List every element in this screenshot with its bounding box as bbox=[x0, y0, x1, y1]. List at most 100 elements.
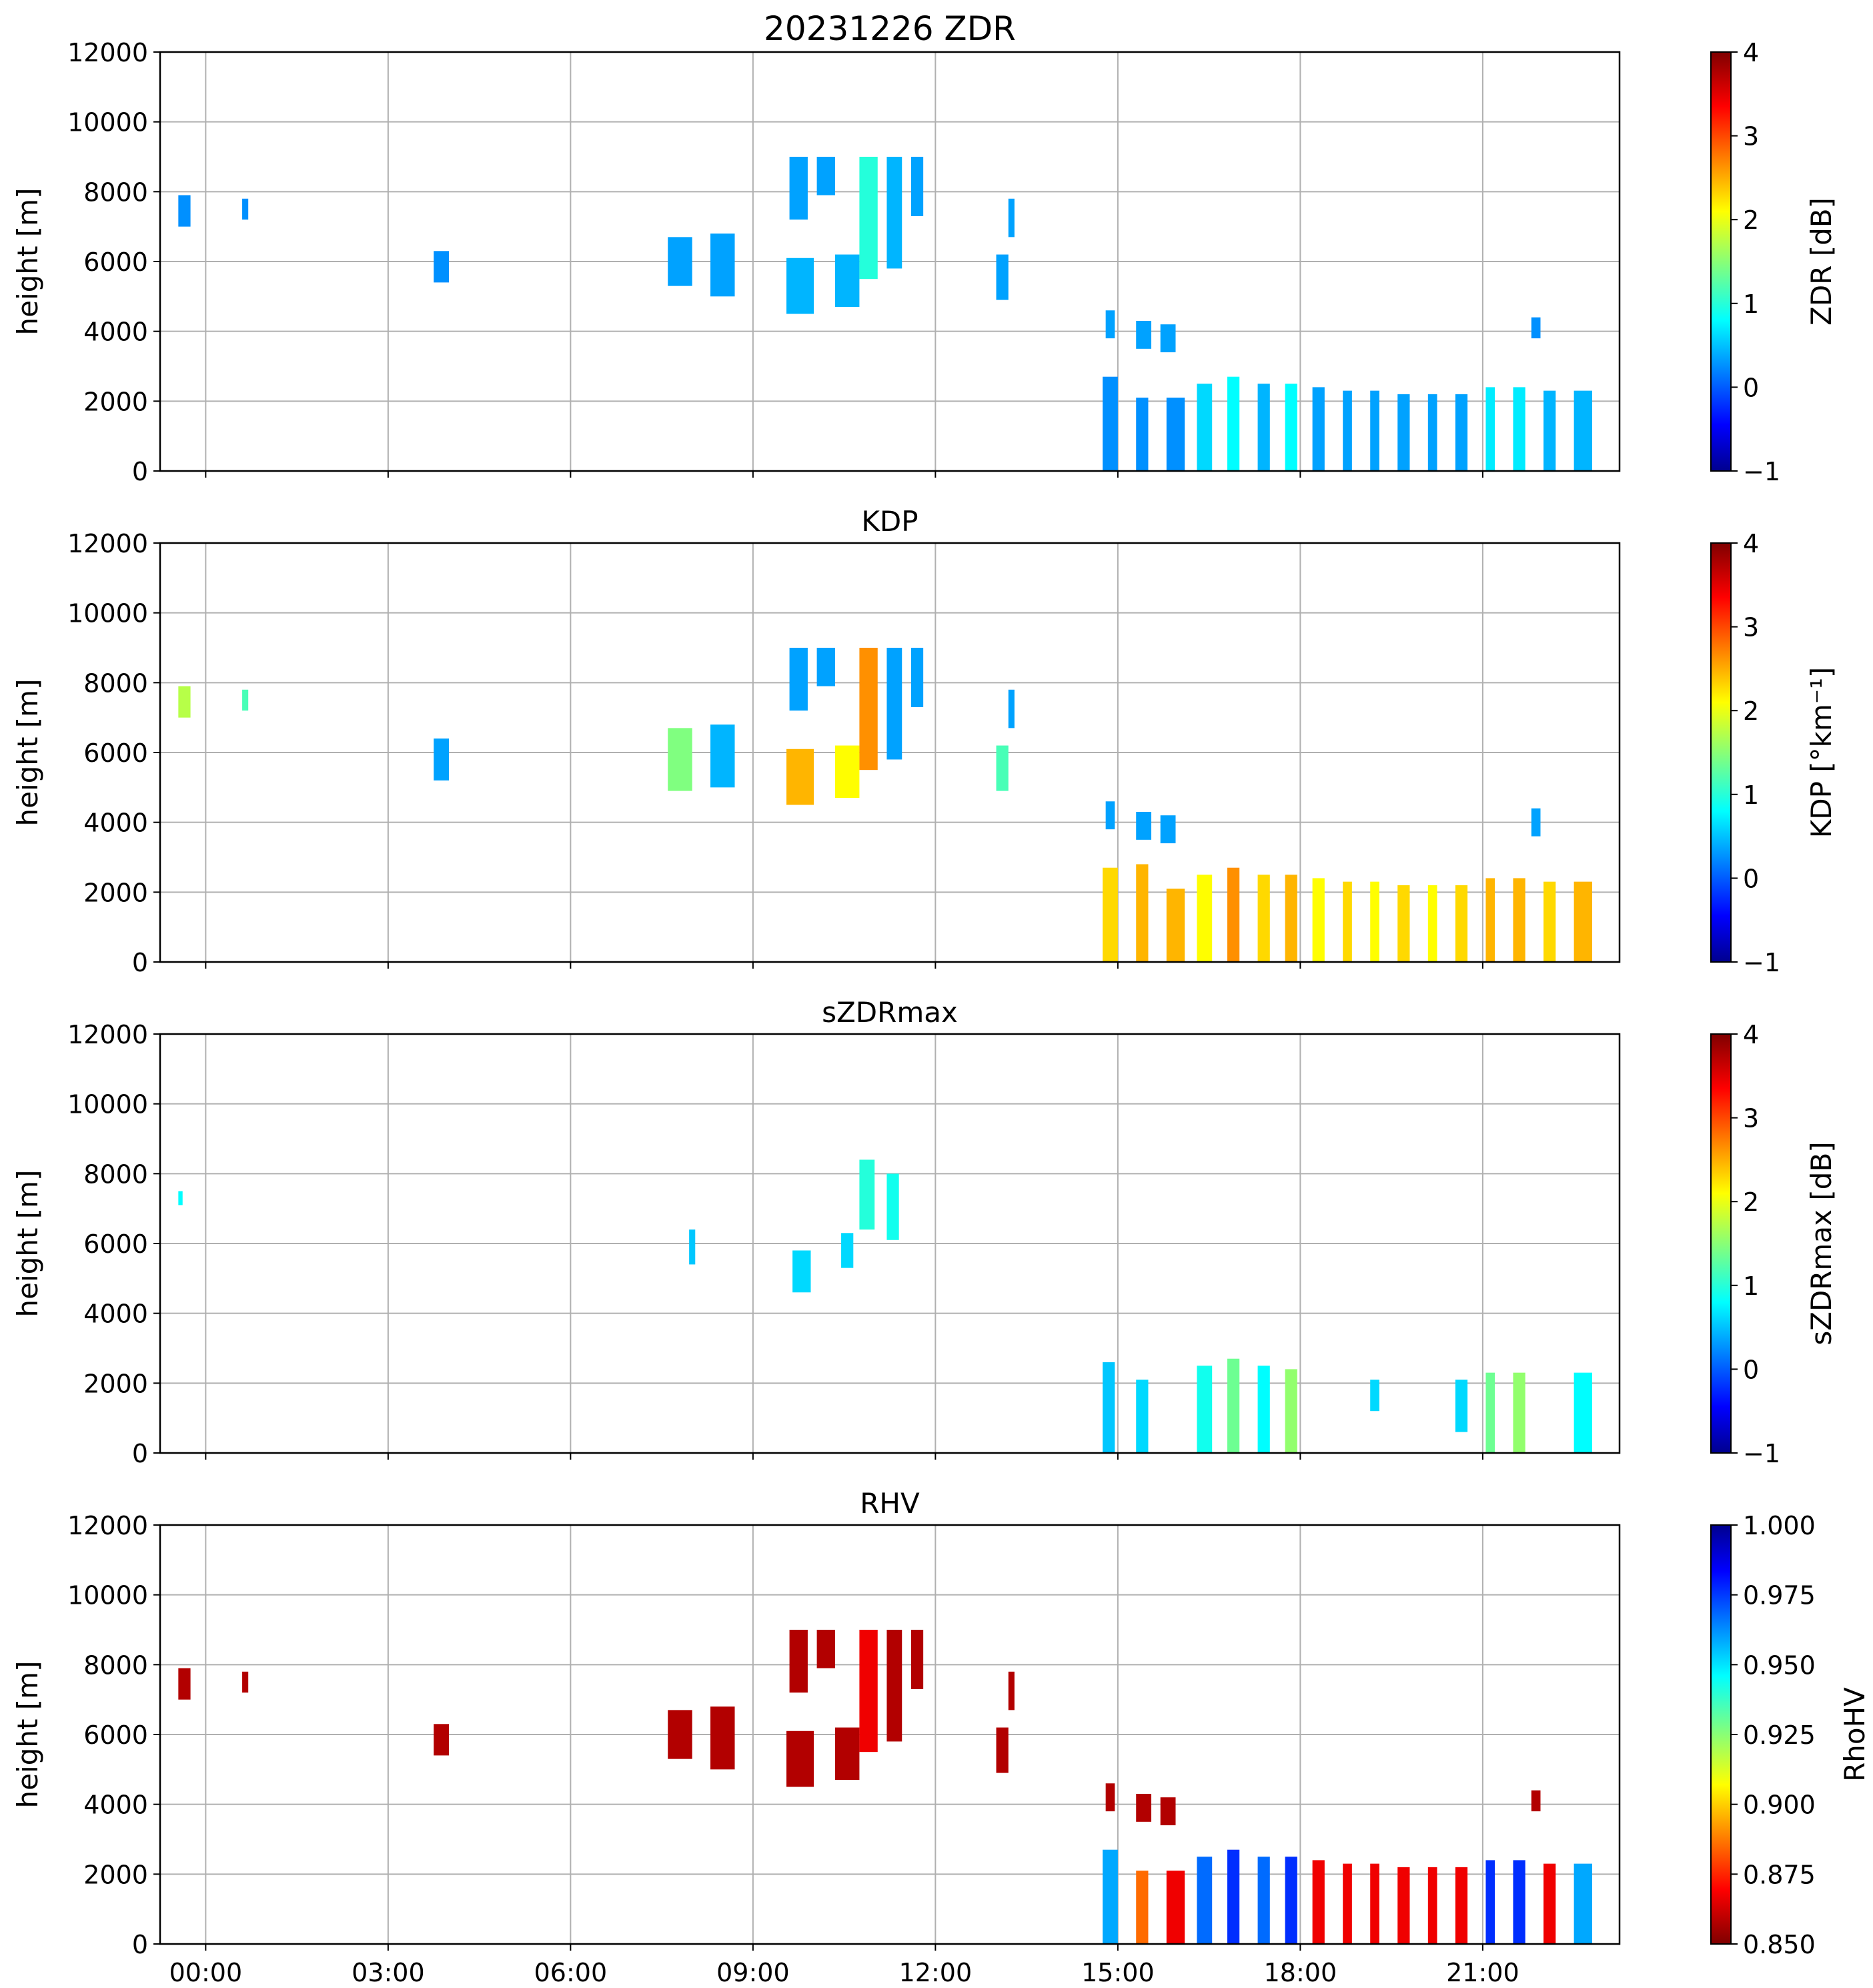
echo-segment bbox=[859, 1159, 875, 1230]
y-tick-label: 8000 bbox=[83, 1159, 148, 1189]
echo-segment bbox=[1105, 1783, 1115, 1812]
y-tick-label: 0 bbox=[132, 1439, 148, 1468]
echo-segment bbox=[859, 1630, 878, 1753]
y-tick-label: 6000 bbox=[83, 1229, 148, 1259]
y-tick-label: 0 bbox=[132, 948, 148, 977]
colorbar-label: KDP [°km⁻¹] bbox=[1805, 667, 1838, 839]
echo-segment bbox=[1485, 878, 1495, 962]
echo-segment bbox=[1455, 1380, 1468, 1432]
y-tick-label: 0 bbox=[132, 457, 148, 486]
colorbar bbox=[1710, 1524, 1732, 1945]
echo-segment bbox=[1485, 1372, 1495, 1453]
y-tick-label: 12000 bbox=[67, 38, 148, 67]
echo-segment bbox=[1513, 878, 1525, 962]
x-tick-label: 18:00 bbox=[1264, 1958, 1337, 1987]
y-tick-label: 2000 bbox=[83, 1369, 148, 1398]
colorbar-tick-label: 0.925 bbox=[1743, 1720, 1816, 1750]
echo-segment bbox=[1343, 881, 1352, 962]
y-tick-label: 2000 bbox=[83, 878, 148, 907]
echo-segment bbox=[1574, 1863, 1592, 1944]
echo-segment bbox=[1160, 1797, 1176, 1826]
echo-segment bbox=[1574, 1372, 1592, 1453]
echo-segment bbox=[1105, 310, 1115, 339]
echo-segment bbox=[834, 1727, 860, 1781]
y-tick-label: 10000 bbox=[67, 108, 148, 137]
echo-segment bbox=[1160, 815, 1176, 844]
colorbar-tick-label: 1 bbox=[1743, 290, 1759, 319]
colorbar-tick-label: 0 bbox=[1743, 864, 1759, 893]
colorbar-tick-label: 2 bbox=[1743, 696, 1759, 726]
colorbar-tick-label: 0.950 bbox=[1743, 1650, 1816, 1680]
echo-segment bbox=[886, 157, 902, 269]
echo-segment bbox=[1160, 324, 1176, 353]
echo-segment bbox=[1227, 376, 1240, 471]
echo-segment bbox=[1455, 394, 1468, 471]
colorbar-label: ZDR [dB] bbox=[1805, 197, 1838, 326]
colorbar-tick-label: 1 bbox=[1743, 1272, 1759, 1301]
echo-segment bbox=[792, 1250, 811, 1293]
echo-segment bbox=[910, 648, 924, 707]
echo-segment bbox=[434, 1724, 450, 1756]
echo-segment bbox=[1574, 881, 1592, 962]
echo-segment bbox=[1513, 1372, 1525, 1453]
echo-segment bbox=[1370, 390, 1379, 471]
echo-segment bbox=[1285, 1369, 1297, 1453]
panel-4: 0 2000 4000 6000 8000 10000 12000 00:00 03:00 06:… bbox=[11, 1487, 1871, 1987]
echo-segment bbox=[886, 1173, 899, 1240]
x-tick-label: 21:00 bbox=[1446, 1958, 1519, 1987]
echo-segment bbox=[1257, 384, 1270, 471]
echo-segment bbox=[1427, 1867, 1437, 1944]
y-tick-label: 8000 bbox=[83, 1650, 148, 1680]
echo-segment bbox=[816, 1630, 835, 1668]
y-tick-label: 6000 bbox=[83, 247, 148, 277]
echo-segment bbox=[1397, 1867, 1410, 1944]
colorbar-tick-label: 1.000 bbox=[1743, 1511, 1816, 1540]
echo-segment bbox=[1285, 384, 1297, 471]
echo-segment bbox=[1166, 398, 1185, 471]
colorbar-tick-label: 2 bbox=[1743, 205, 1759, 235]
echo-segment bbox=[1312, 1860, 1325, 1944]
panel-title: 20231226 ZDR bbox=[764, 9, 1016, 48]
echo-segment bbox=[1370, 881, 1379, 962]
echo-segment bbox=[1008, 198, 1015, 237]
panel-title: sZDRmax bbox=[822, 996, 958, 1029]
colorbar-label: sZDRmax [dB] bbox=[1805, 1141, 1838, 1345]
echo-segment bbox=[996, 745, 1009, 791]
echo-segment bbox=[1574, 390, 1592, 471]
echo-segment bbox=[1197, 1366, 1213, 1453]
echo-segment bbox=[689, 1229, 696, 1265]
colorbar-tick-label: 3 bbox=[1743, 122, 1759, 151]
echo-segment bbox=[789, 1630, 808, 1693]
x-tick-label: 06:00 bbox=[534, 1958, 608, 1987]
echo-segment bbox=[996, 1727, 1009, 1773]
panel-title: KDP bbox=[861, 505, 918, 538]
echo-segment bbox=[1103, 376, 1118, 471]
y-tick-label: 0 bbox=[132, 1930, 148, 1959]
colorbar-tick-label: 0 bbox=[1743, 1355, 1759, 1384]
echo-segment bbox=[996, 254, 1009, 300]
echo-segment bbox=[1227, 867, 1240, 962]
echo-segment bbox=[1455, 885, 1468, 962]
colorbar bbox=[1710, 51, 1732, 472]
y-tick-label: 12000 bbox=[67, 1020, 148, 1049]
echo-segment bbox=[1397, 394, 1410, 471]
echo-segment bbox=[1543, 1863, 1556, 1944]
echo-segment bbox=[1197, 1857, 1213, 1944]
echo-segment bbox=[1531, 1790, 1541, 1812]
panel-2: 0 2000 4000 6000 8000 10000 12000 KDP height [m]… bbox=[11, 505, 1838, 977]
colorbar-tick-label: 4 bbox=[1743, 529, 1759, 558]
x-tick-label: 09:00 bbox=[716, 1958, 790, 1987]
colorbar bbox=[1710, 1033, 1732, 1454]
y-tick-label: 12000 bbox=[67, 529, 148, 558]
echo-segment bbox=[1227, 1358, 1240, 1453]
echo-segment bbox=[178, 686, 191, 718]
echo-segment bbox=[1485, 1860, 1495, 1944]
echo-segment bbox=[1285, 1857, 1297, 1944]
echo-segment bbox=[816, 648, 835, 686]
panel-1: 0 2000 4000 6000 8000 10000 12000 20231226 ZDR h… bbox=[11, 9, 1838, 486]
echo-segment bbox=[834, 254, 860, 308]
y-tick-label: 6000 bbox=[83, 1720, 148, 1750]
echo-segment bbox=[834, 745, 860, 799]
echo-segment bbox=[1343, 1863, 1352, 1944]
